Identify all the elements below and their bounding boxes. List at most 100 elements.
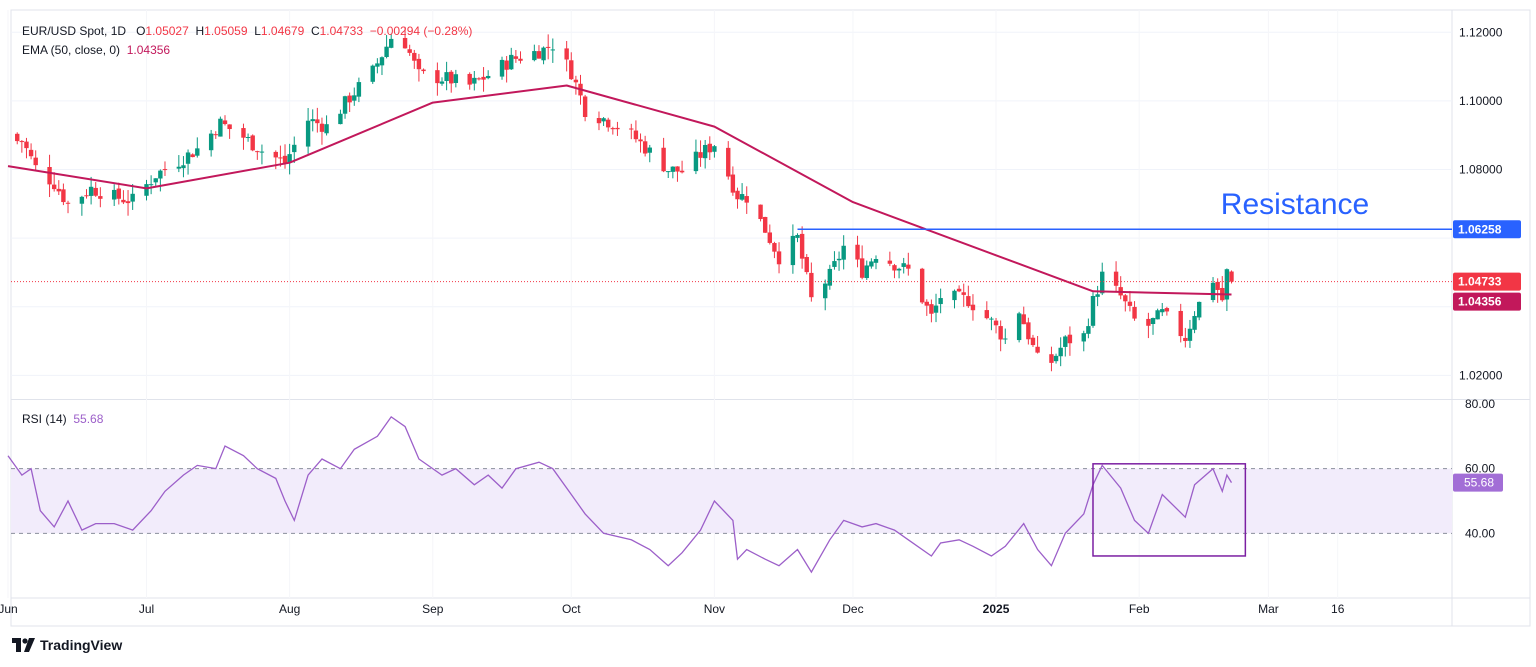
tradingview-logo[interactable]: TradingView	[12, 637, 122, 653]
candle-body	[666, 171, 671, 173]
rsi-band	[11, 468, 1452, 534]
candle-body	[375, 63, 380, 67]
candle-body	[961, 292, 966, 295]
candle-body	[836, 258, 842, 261]
candle-body	[282, 155, 288, 164]
candle-body	[707, 143, 712, 153]
candle-body	[1155, 310, 1160, 320]
candle-body	[795, 234, 800, 238]
candle-body	[924, 301, 929, 306]
candle-body	[1113, 271, 1119, 286]
candle-body	[148, 184, 154, 186]
candle-body	[1003, 338, 1008, 340]
time-tick-label: 16	[1331, 602, 1345, 616]
candle-body	[1035, 346, 1040, 353]
candle-body	[827, 268, 833, 286]
price-tag-text: 1.04356	[1458, 295, 1502, 309]
candle-body	[389, 38, 394, 48]
candle-body	[739, 194, 745, 200]
candle-body	[550, 49, 556, 51]
candle-body	[642, 141, 648, 154]
low-label: L	[254, 24, 261, 38]
candle-body	[1160, 309, 1165, 313]
candle-body	[338, 113, 343, 125]
candle-body	[698, 152, 703, 158]
time-tick-label: Oct	[562, 602, 581, 616]
candle-body	[1224, 269, 1230, 300]
candle-body	[633, 130, 639, 140]
candle-body	[859, 258, 865, 278]
time-tick-label: Sep	[422, 602, 444, 616]
candle-body	[670, 166, 676, 172]
candle-body	[1081, 333, 1086, 342]
candle-body	[1215, 281, 1220, 290]
open-value: 1.05027	[145, 24, 189, 38]
candle-body	[772, 243, 777, 252]
rsi-tick-label: 80.00	[1465, 397, 1495, 411]
candle-body	[762, 216, 768, 233]
candle-body	[1063, 336, 1068, 347]
candle-body	[485, 75, 491, 79]
candle-body	[661, 147, 666, 172]
price-tag	[1453, 272, 1521, 291]
candle-body	[315, 119, 320, 124]
candle-body	[324, 124, 329, 134]
candle-body	[1058, 347, 1063, 357]
candle-body	[841, 245, 846, 260]
candle-body	[1090, 296, 1096, 326]
candle-body	[278, 157, 283, 159]
candle-body	[906, 264, 911, 269]
change-value: −0.00294 (−0.28%)	[369, 24, 473, 38]
candle-body	[250, 135, 255, 151]
candle-body	[130, 193, 135, 202]
candle-body	[370, 65, 375, 82]
candle-body	[966, 296, 971, 307]
candle-body	[476, 78, 482, 80]
candle-body	[864, 265, 869, 279]
candle-body	[873, 258, 879, 263]
low-value: 1.04679	[260, 24, 305, 38]
candle-body	[453, 74, 459, 83]
candle-body	[998, 326, 1003, 340]
candle-body	[379, 57, 385, 66]
candle-body	[65, 202, 71, 204]
candle-body	[125, 201, 131, 204]
candle-body	[832, 261, 837, 267]
candle-body	[158, 170, 163, 179]
candle-body	[1030, 337, 1036, 346]
rsi-tick-label: 60.00	[1465, 462, 1495, 476]
rsi-tick-label: 40.00	[1465, 526, 1495, 540]
candle-body	[19, 141, 25, 143]
candle-body	[901, 263, 906, 267]
candle-body	[227, 124, 232, 130]
candle-body	[56, 188, 61, 192]
resistance-label: Resistance	[1221, 188, 1369, 221]
candle-body	[938, 298, 943, 305]
candle-body	[679, 170, 685, 173]
candle-body	[919, 268, 925, 303]
candle-body	[610, 128, 616, 130]
price-tag	[1453, 292, 1521, 311]
candle-body	[195, 148, 200, 156]
candle-body	[809, 272, 814, 298]
candle-body	[993, 320, 999, 326]
candle-body	[1196, 301, 1202, 318]
candle-body	[15, 133, 20, 142]
ema-value: 1.04356	[126, 43, 171, 57]
high-label: H	[195, 24, 205, 38]
candle-body	[208, 133, 214, 151]
time-tick-label: Jul	[139, 602, 154, 616]
candle-body	[190, 154, 195, 158]
candle-body	[111, 189, 117, 200]
candle-body	[569, 60, 574, 80]
candle-body	[185, 152, 191, 164]
candle-body	[144, 184, 149, 196]
resistance-price-tag	[1453, 220, 1521, 239]
rsi-line	[7, 415, 1233, 574]
candle-body	[804, 257, 809, 273]
candle-body	[162, 169, 168, 171]
candle-body	[259, 151, 265, 153]
candle-body	[1164, 308, 1170, 312]
candle-body	[176, 166, 182, 169]
